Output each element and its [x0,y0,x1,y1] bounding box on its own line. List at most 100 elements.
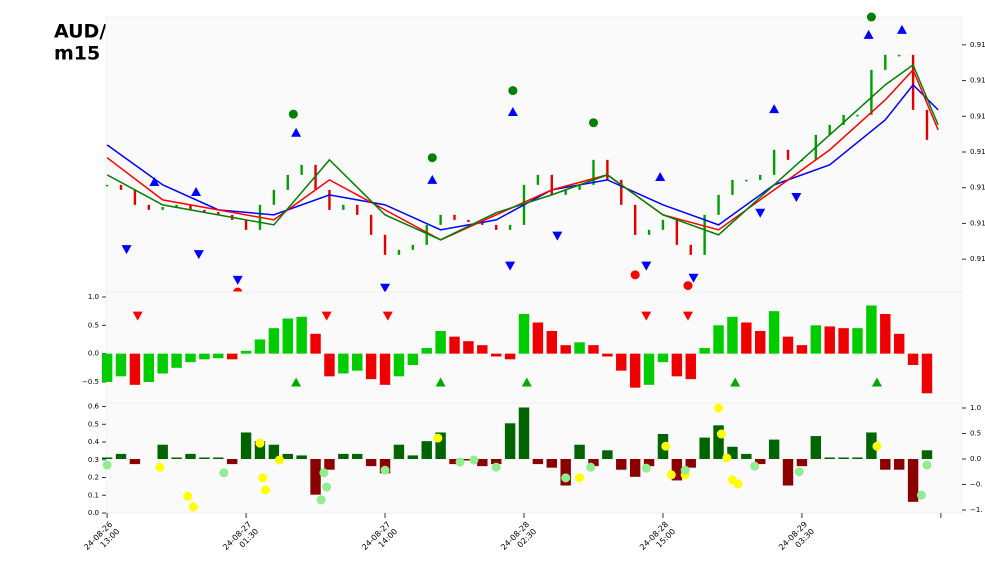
histogram-bar [602,353,613,357]
signal-triangle [641,261,652,271]
signal-triangle [552,231,563,241]
y-tick-label: 0.6 [88,403,100,411]
signal-dot [319,468,329,478]
histogram-bar [338,453,349,459]
histogram-bar [727,446,738,459]
histogram-bar [463,458,474,461]
histogram-bar [685,353,696,380]
price-bar [203,209,206,212]
histogram-bar [421,441,432,459]
signal-dot [491,462,501,472]
histogram-bar [602,450,613,459]
signal-dot [102,460,112,470]
price-bar [356,204,359,215]
histogram-bar [407,353,419,365]
histogram-bar [907,353,919,365]
histogram-bar [449,336,460,354]
y-tick-label: 0.91 [970,41,985,49]
price-bar [272,189,276,205]
price-bar [675,219,679,245]
histogram-bar [490,458,502,465]
price-bar [147,204,150,210]
price-bar [884,54,887,70]
histogram-bar [893,333,905,354]
y-tick-label: 0.0 [970,455,981,463]
moving-average-line [106,68,939,241]
price-bar [592,159,595,185]
price-bar [244,219,248,230]
histogram-bar [213,353,224,359]
histogram-bar [699,437,710,459]
price-bar [314,164,317,190]
histogram-bar [504,353,516,360]
signal-dot [455,457,465,467]
price-bar [606,159,609,180]
y-tick-label: 0.91 [970,77,985,85]
signal-dot [733,479,743,489]
histogram-bar [185,453,196,459]
histogram-bar [616,458,627,470]
price-bar [759,174,762,180]
histogram-bar [713,425,724,459]
histogram-bar [268,328,280,354]
histogram-bar [435,432,446,459]
signal-dot [716,429,726,439]
price-bar [703,214,706,255]
histogram-bar [657,353,669,363]
price-bar [175,204,178,207]
price-bar [286,174,289,190]
histogram-bar [115,453,127,459]
signal-triangle [132,311,143,321]
signal-triangle [191,187,202,196]
histogram-bar [101,353,113,382]
price-bar [467,219,470,222]
histogram-bar [171,353,182,368]
histogram-bar [143,353,155,382]
price-bar [856,114,859,117]
histogram-bar [365,458,377,467]
price-bar [411,244,415,250]
histogram-bar [588,458,599,467]
signal-dot [680,465,690,475]
histogram-bar [546,330,557,354]
histogram-bar [115,353,127,377]
price-bar [689,244,692,255]
histogram-bar [157,444,168,459]
price-bar [842,114,845,125]
histogram-bar [324,353,335,377]
signal-triangle [149,177,160,186]
histogram-bar [532,458,544,465]
histogram-bar [199,353,210,360]
histogram-bar [393,353,405,377]
histogram-bar [101,457,113,459]
histogram-bar [866,305,877,354]
price-bar [911,54,915,110]
price-bar [550,174,553,195]
signal-triangle [769,104,780,114]
histogram-bar [810,325,822,354]
histogram-bar [338,353,349,374]
histogram-bar [755,458,766,465]
signal-triangle [291,377,302,387]
signal-dot [261,485,271,495]
signal-triangle [655,172,666,181]
signal-dot [322,482,332,492]
signal-dot [427,153,437,163]
histogram-bar [921,450,933,459]
histogram-bar [296,316,307,354]
y-tick-label: 0.5 [88,321,99,329]
histogram-bar [852,328,863,354]
signal-dot [188,502,198,512]
histogram-bar [574,342,585,354]
histogram-bar [629,458,641,477]
histogram-bar [379,353,391,385]
y-tick-label: −0. [970,480,983,488]
price-bar [425,224,428,245]
histogram-bar [171,457,182,459]
price-bar [828,124,831,135]
panel-background [105,16,963,293]
